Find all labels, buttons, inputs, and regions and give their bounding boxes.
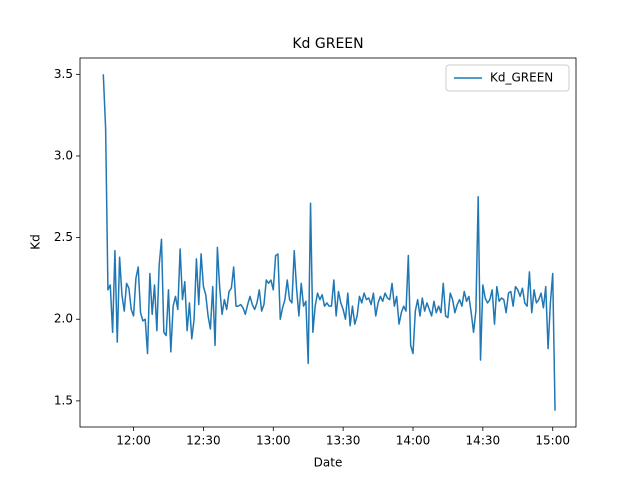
- x-tick-label: 13:00: [256, 434, 291, 448]
- legend-box: [445, 64, 570, 92]
- legend-label: Kd_GREEN: [490, 71, 553, 85]
- x-tick-label: 12:30: [186, 434, 221, 448]
- x-tick-label: 15:00: [535, 434, 570, 448]
- y-tick-label: 3.0: [54, 148, 73, 162]
- x-tick-label: 14:00: [396, 434, 431, 448]
- x-tick-label: 13:30: [326, 434, 361, 448]
- y-axis-label: Kd: [29, 234, 43, 250]
- x-axis-label: Date: [314, 456, 343, 470]
- plot-frame: [79, 57, 577, 428]
- chart-title: Kd GREEN: [292, 36, 363, 52]
- y-tick-label: 2.0: [54, 312, 73, 326]
- y-tick-label: 2.5: [54, 230, 73, 244]
- x-tick-label: 14:30: [466, 434, 501, 448]
- y-tick-label: 1.5: [54, 393, 73, 407]
- x-tick-label: 12:00: [116, 434, 151, 448]
- y-tick-label: 3.5: [54, 67, 73, 81]
- line-series: [102, 74, 556, 411]
